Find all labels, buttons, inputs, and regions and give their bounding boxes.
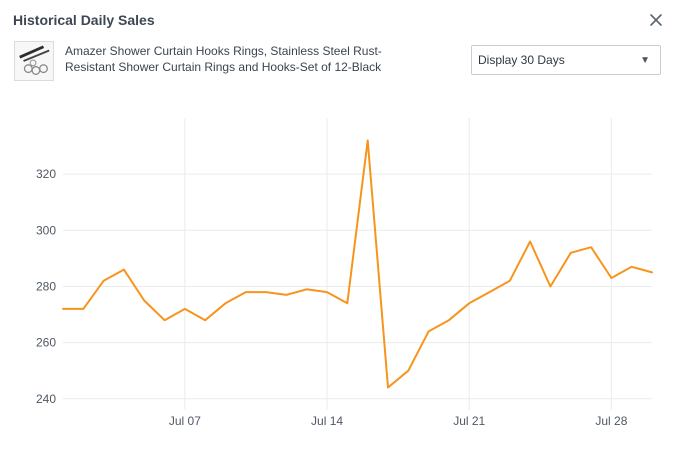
product-name[interactable]: Amazer Shower Curtain Hooks Rings, Stain…	[65, 44, 382, 74]
product-thumbnail	[14, 41, 54, 81]
close-icon[interactable]	[649, 13, 663, 27]
display-range-select[interactable]: Display 30 Days ▼	[471, 45, 661, 75]
sales-data-point	[305, 287, 309, 291]
sales-series-line	[62, 139, 653, 389]
sales-data-point	[264, 290, 268, 294]
y-tick-label: 300	[36, 223, 56, 237]
y-tick-label: 240	[36, 392, 56, 406]
sales-data-point	[569, 251, 573, 255]
sales-data-point	[61, 307, 65, 311]
display-range-value: Display 30 Days	[478, 53, 565, 67]
sales-data-point	[427, 329, 431, 333]
sales-data-point	[244, 290, 248, 294]
sales-data-point	[345, 301, 349, 305]
sales-data-point	[366, 139, 370, 143]
sales-data-point	[609, 276, 613, 280]
sales-data-point	[467, 301, 471, 305]
x-tick-label: Jul 14	[311, 414, 343, 428]
sales-data-point	[122, 268, 126, 272]
x-tick-label: Jul 07	[169, 414, 201, 428]
sales-data-point	[508, 279, 512, 283]
y-tick-label: 320	[36, 167, 56, 181]
sales-data-point	[163, 318, 167, 322]
sales-data-point	[81, 307, 85, 311]
sales-data-point	[284, 293, 288, 297]
sales-data-point	[142, 299, 146, 303]
sales-data-point	[102, 279, 106, 283]
sales-data-point	[650, 270, 654, 274]
y-tick-label: 260	[36, 336, 56, 350]
sales-data-point	[447, 318, 451, 322]
sales-data-point	[406, 369, 410, 373]
x-tick-label: Jul 28	[595, 414, 627, 428]
sales-data-point	[630, 265, 634, 269]
x-tick-label: Jul 21	[453, 414, 485, 428]
modal-title: Historical Daily Sales	[13, 12, 155, 28]
sales-data-point	[528, 240, 532, 244]
sales-data-point	[548, 285, 552, 289]
sales-data-point	[183, 307, 187, 311]
sales-data-point	[325, 290, 329, 294]
sales-data-point	[224, 301, 228, 305]
sales-data-point	[386, 386, 390, 390]
product-info: Amazer Shower Curtain Hooks Rings, Stain…	[14, 41, 425, 81]
sales-data-point	[589, 245, 593, 249]
triangle-down-icon: ▼	[640, 54, 650, 66]
y-tick-label: 280	[36, 279, 56, 293]
sales-data-point	[488, 290, 492, 294]
sales-data-point	[203, 318, 207, 322]
